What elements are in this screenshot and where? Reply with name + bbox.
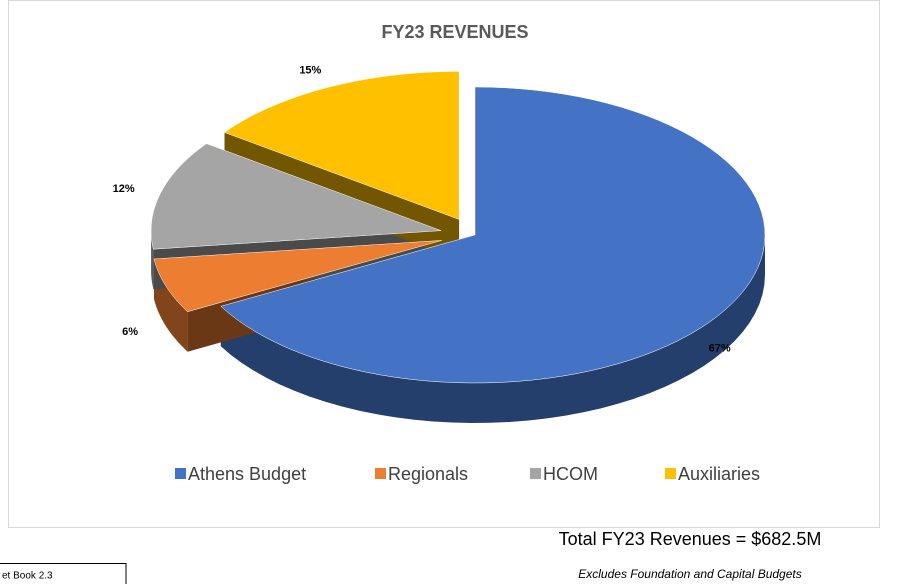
slice [150,143,442,250]
legend-swatch [530,468,541,479]
legend-swatch [375,468,386,479]
legend-label: Athens Budget [188,464,306,484]
total-note: Total FY23 Revenues = $682.5M [559,529,822,549]
legend-swatch [175,468,186,479]
legend-label: HCOM [543,464,598,484]
legend-swatch [665,468,676,479]
legend-label: Auxiliaries [678,464,760,484]
slice-side [151,230,154,290]
data-label: 67% [709,343,731,355]
slice [153,240,442,312]
chart-title: FY23 REVENUES [381,22,528,42]
data-label: 6% [122,326,138,338]
data-label: 15% [299,64,321,76]
footer-box [0,563,127,584]
footer-text: et Book 2.3 [2,571,53,582]
data-label: 12% [113,183,135,195]
slice [220,86,766,384]
excludes-note: Excludes Foundation and Capital Budgets [578,567,801,581]
slice-side [220,235,765,423]
legend-label: Regionals [388,464,468,484]
slice [223,71,460,220]
